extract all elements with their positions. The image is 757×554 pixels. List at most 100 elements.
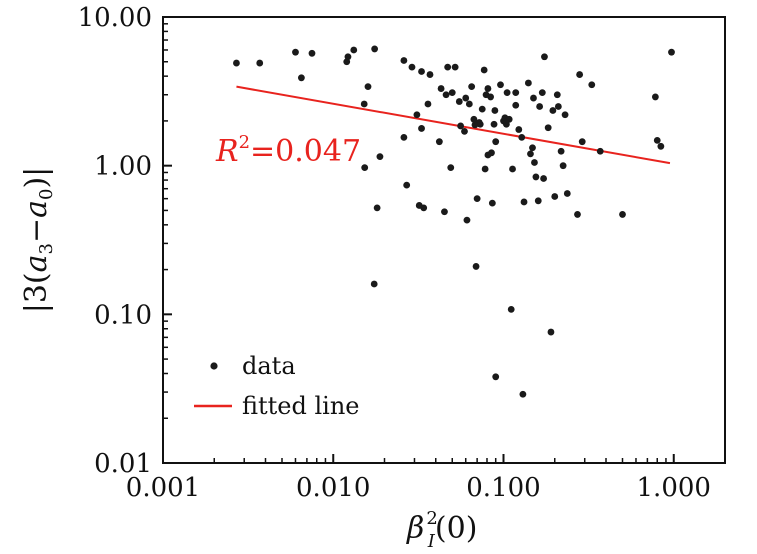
data-point [531, 159, 538, 166]
data-point [619, 211, 626, 218]
data-point [484, 85, 492, 92]
data-point [524, 79, 532, 87]
legend-label-fitted-line: fitted line [242, 392, 360, 420]
data-point [492, 373, 500, 381]
data-point [518, 133, 526, 141]
data-point [465, 100, 473, 108]
r-squared-annotation: R2=0.047 [215, 132, 361, 169]
data-point [512, 101, 520, 109]
data-point [233, 59, 240, 67]
x-axis: 0.001 0.010 0.100 1.000 [126, 454, 726, 503]
data-point [478, 105, 486, 113]
data-point [308, 49, 316, 57]
data-point [500, 117, 507, 125]
data-point [413, 111, 421, 119]
data-point [364, 83, 372, 91]
y-tick-label: 0.01 [94, 449, 152, 479]
data-point [424, 100, 432, 108]
legend: data fitted line [194, 352, 360, 420]
data-point [470, 115, 478, 123]
data-point [437, 85, 445, 92]
y-axis: 0.01 0.10 1.00 10.00 [78, 3, 172, 479]
x-tick-label: 1.000 [637, 473, 711, 503]
data-point [418, 68, 425, 75]
data-point [350, 46, 358, 54]
data-point [596, 147, 604, 155]
y-axis-title: |3(a3−a0)| [19, 167, 57, 314]
plot-frame [162, 16, 726, 464]
data-point [448, 89, 456, 97]
data-point [418, 125, 425, 132]
x-axis-title: β 2 I(0) [406, 508, 477, 552]
data-point [462, 94, 470, 102]
data-point [376, 153, 384, 161]
data-point [492, 138, 500, 146]
data-point [540, 175, 547, 182]
data-point [563, 190, 571, 197]
data-point [256, 59, 264, 67]
data-point [481, 165, 489, 173]
data-point [509, 165, 516, 173]
data-point [529, 144, 536, 152]
data-point [651, 93, 659, 101]
data-point [507, 305, 515, 313]
data-point [371, 45, 379, 53]
data-point [488, 199, 496, 207]
data-point [297, 74, 305, 82]
data-point [530, 94, 537, 102]
data-point [538, 89, 546, 97]
data-point [668, 48, 675, 56]
data-point [473, 195, 481, 203]
data-point [442, 91, 450, 99]
data-point [557, 147, 565, 155]
data-point [361, 164, 369, 172]
data-point [457, 122, 465, 130]
x-tick-label: 0.001 [126, 473, 200, 503]
data-point [455, 98, 463, 105]
y-tick-label: 0.10 [94, 300, 152, 330]
data-point [480, 66, 488, 74]
data-point [536, 103, 544, 110]
data-point [370, 280, 378, 288]
data-point [547, 328, 555, 336]
data-point [476, 120, 484, 128]
data-point [527, 150, 534, 158]
data-point [426, 71, 434, 78]
data-point [420, 204, 428, 212]
y-tick-label: 10.00 [78, 3, 152, 33]
data-point [468, 83, 476, 91]
data-point [549, 107, 557, 114]
data-point [657, 142, 665, 150]
data-point [578, 138, 586, 146]
x-tick-label: 0.010 [296, 473, 370, 503]
data-point [554, 103, 562, 110]
data-point [512, 89, 520, 97]
data-point [471, 121, 479, 129]
legend-marker-data [210, 362, 218, 370]
data-point [497, 81, 504, 89]
data-point [408, 63, 416, 71]
data-point [515, 126, 523, 133]
data-point [447, 164, 455, 172]
data-point [344, 53, 352, 61]
data-point [400, 133, 408, 141]
data-point [373, 204, 381, 212]
data-point [484, 151, 492, 159]
data-point [532, 173, 540, 181]
data-point [461, 128, 468, 135]
data-point [490, 120, 498, 128]
data-point [503, 89, 511, 97]
data-point [588, 81, 596, 89]
data-point [451, 63, 459, 71]
data-point [487, 93, 495, 101]
data-point [444, 63, 452, 71]
data-point [520, 198, 528, 206]
data-point [561, 111, 569, 119]
data-point [491, 107, 499, 114]
data-point [400, 57, 408, 64]
data-points [233, 45, 675, 398]
data-point [574, 211, 581, 218]
data-point [534, 197, 542, 205]
data-point [653, 136, 661, 144]
